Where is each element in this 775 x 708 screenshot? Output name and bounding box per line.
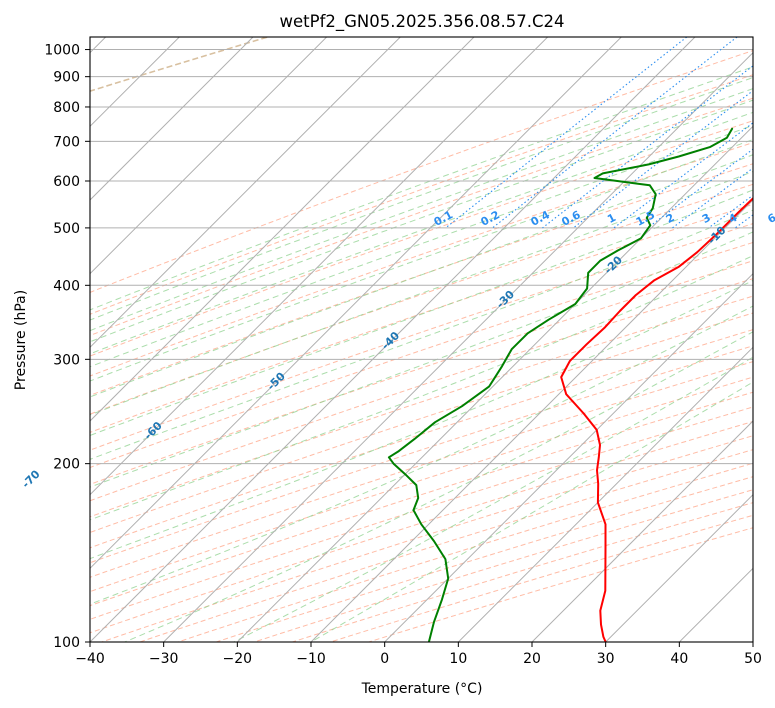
y-axis-label: Pressure (hPa): [13, 290, 29, 390]
dry-adiabat: [367, 527, 753, 642]
dry-adiabat: [90, 203, 753, 433]
profile-series: [387, 127, 753, 642]
dry-adiabat: [138, 449, 753, 642]
isotherm-line: [162, 51, 753, 642]
chart-title: wetPf2_GN05.2025.356.08.57.C24: [280, 12, 565, 32]
mixing-ratio-line: [542, 65, 753, 229]
dry-adiabat: [290, 502, 753, 642]
isotherm-line: [383, 272, 753, 642]
dewpoint-line: [387, 127, 734, 642]
isotherm-line: [90, 37, 623, 570]
y-tick-label: 400: [53, 278, 80, 294]
moist-adiabat: [310, 381, 753, 642]
isotherm-line: [90, 37, 549, 496]
moist-adiabat: [90, 279, 753, 560]
isotherm-label: -70: [19, 467, 42, 490]
y-tick-label: 500: [53, 221, 80, 237]
dry-adiabat: [252, 489, 753, 642]
mixing-ratio-label: 6: [765, 211, 775, 226]
isotherm-line: [310, 199, 753, 642]
y-tick-label: 300: [53, 352, 80, 368]
y-tick-label: 600: [53, 174, 80, 190]
dry-adiabat: [90, 406, 753, 620]
plot-background: [90, 37, 753, 642]
dry-adiabat: [90, 295, 753, 518]
dry-adiabat: [176, 462, 753, 642]
x-tick-label: 40: [670, 651, 688, 667]
dry-adiabat: [328, 514, 753, 642]
moist-adiabat: [90, 138, 753, 382]
isotherm-line: [604, 493, 753, 642]
moist-adiabat: [90, 66, 753, 311]
y-tick-label: 900: [53, 70, 80, 86]
dry-adiabat: [90, 361, 753, 578]
moist-adiabat: [90, 170, 753, 416]
dry-adiabat: [100, 435, 753, 642]
dry-adiabat: [90, 241, 753, 469]
moist-adiabat: [90, 189, 753, 437]
moist-adiabat: [90, 111, 753, 355]
mixing-ratio-line: [492, 37, 738, 229]
isotherm-line: [90, 37, 402, 349]
y-tick-label: 200: [53, 457, 80, 473]
moist-adiabat: [90, 76, 753, 321]
x-tick-label: −10: [296, 651, 326, 667]
dry-adiabat: [214, 476, 753, 642]
isotherm-line: [531, 420, 753, 642]
isotherm-line: [90, 37, 475, 422]
x-tick-label: −40: [75, 651, 105, 667]
moist-adiabat: [90, 88, 753, 332]
dry-adiabat: [90, 376, 753, 593]
x-tick-label: −30: [149, 651, 179, 667]
isotherm-line: [90, 37, 254, 201]
dry-adiabat: [90, 260, 753, 485]
isotherm-line: [90, 37, 328, 275]
isotherm-line: [236, 125, 753, 642]
moist-adiabat: [90, 305, 753, 605]
isotherm-line: [457, 346, 753, 642]
isotherm-line: [90, 37, 696, 642]
mixing-ratio-line: [613, 122, 753, 229]
temperature-line: [560, 196, 753, 642]
x-tick-label: −20: [223, 651, 253, 667]
y-tick-label: 100: [53, 635, 80, 651]
background-lines: [90, 37, 753, 642]
x-tick-label: 20: [523, 651, 541, 667]
x-tick-label: 50: [744, 651, 762, 667]
dry-adiabat: [90, 420, 753, 634]
dry-adiabat: [90, 329, 753, 549]
x-tick-label: 30: [597, 651, 615, 667]
y-tick-label: 800: [53, 100, 80, 116]
dry-adiabat: [90, 391, 753, 607]
axis-ticks: −40 −30 −20 −10 0 10 20 30 40 50 1000 900 800 700 600 5…: [44, 43, 762, 667]
y-tick-label: 700: [53, 134, 80, 150]
x-tick-label: 0: [380, 651, 389, 667]
y-tick-label: 1000: [44, 43, 80, 59]
moist-adiabat: [90, 154, 753, 398]
moist-adiabat: [90, 99, 753, 343]
dry-adiabat: [90, 142, 753, 377]
x-tick-label: 10: [449, 651, 467, 667]
plot-frame: [89, 36, 754, 643]
mixing-ratio-line: [445, 37, 688, 229]
x-axis-label: Temperature (°C): [361, 681, 483, 697]
